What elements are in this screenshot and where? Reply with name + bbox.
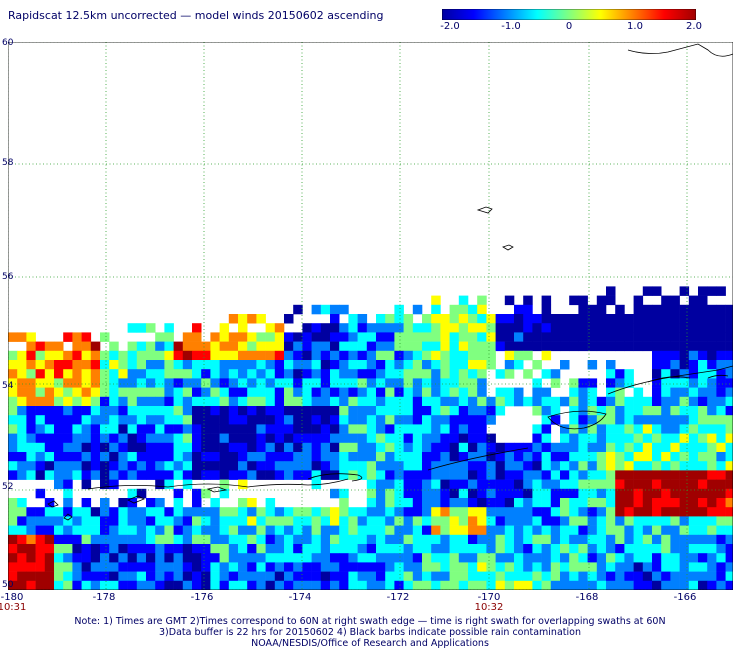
lon-label: -168 xyxy=(575,592,599,603)
lat-label: 58 xyxy=(2,158,14,168)
lon-label: -172 xyxy=(386,592,410,603)
lon-label: -166 xyxy=(673,592,697,603)
data-cells xyxy=(8,286,733,590)
colorbar xyxy=(442,9,696,20)
lon-label: -176 xyxy=(190,592,214,603)
colorbar-tick-label: 1.0 xyxy=(627,21,643,32)
colorbar-tick-label: -2.0 xyxy=(440,21,460,32)
time-label: 10:32 xyxy=(474,602,504,613)
colorbar-tick-label: 0 xyxy=(565,21,573,32)
lat-label: 56 xyxy=(2,272,14,282)
wind-difference-map xyxy=(8,42,733,590)
lat-label: 52 xyxy=(2,482,14,492)
coastline-islands xyxy=(47,43,733,521)
lat-label: 60 xyxy=(2,38,14,48)
note-line: 3)Data buffer is 22 hrs for 20150602 4) … xyxy=(159,627,581,638)
lon-label: -178 xyxy=(92,592,116,603)
lat-label: 50 xyxy=(2,580,14,590)
lon-label: -174 xyxy=(288,592,312,603)
time-label: 10:31 xyxy=(0,602,27,613)
lon-label: -170 xyxy=(477,592,501,603)
colorbar-tick-label: 2.0 xyxy=(686,21,702,32)
lon-label: -180 xyxy=(0,592,24,603)
note-line: NOAA/NESDIS/Office of Research and Appli… xyxy=(251,638,489,649)
lat-label: 54 xyxy=(2,381,14,391)
lat-lon-grid xyxy=(8,42,733,590)
colorbar-tick-label: -1.0 xyxy=(501,21,521,32)
note-line: Note: 1) Times are GMT 2)Times correspon… xyxy=(74,616,666,627)
map-title: Rapidscat 12.5km uncorrected — model win… xyxy=(8,9,384,22)
